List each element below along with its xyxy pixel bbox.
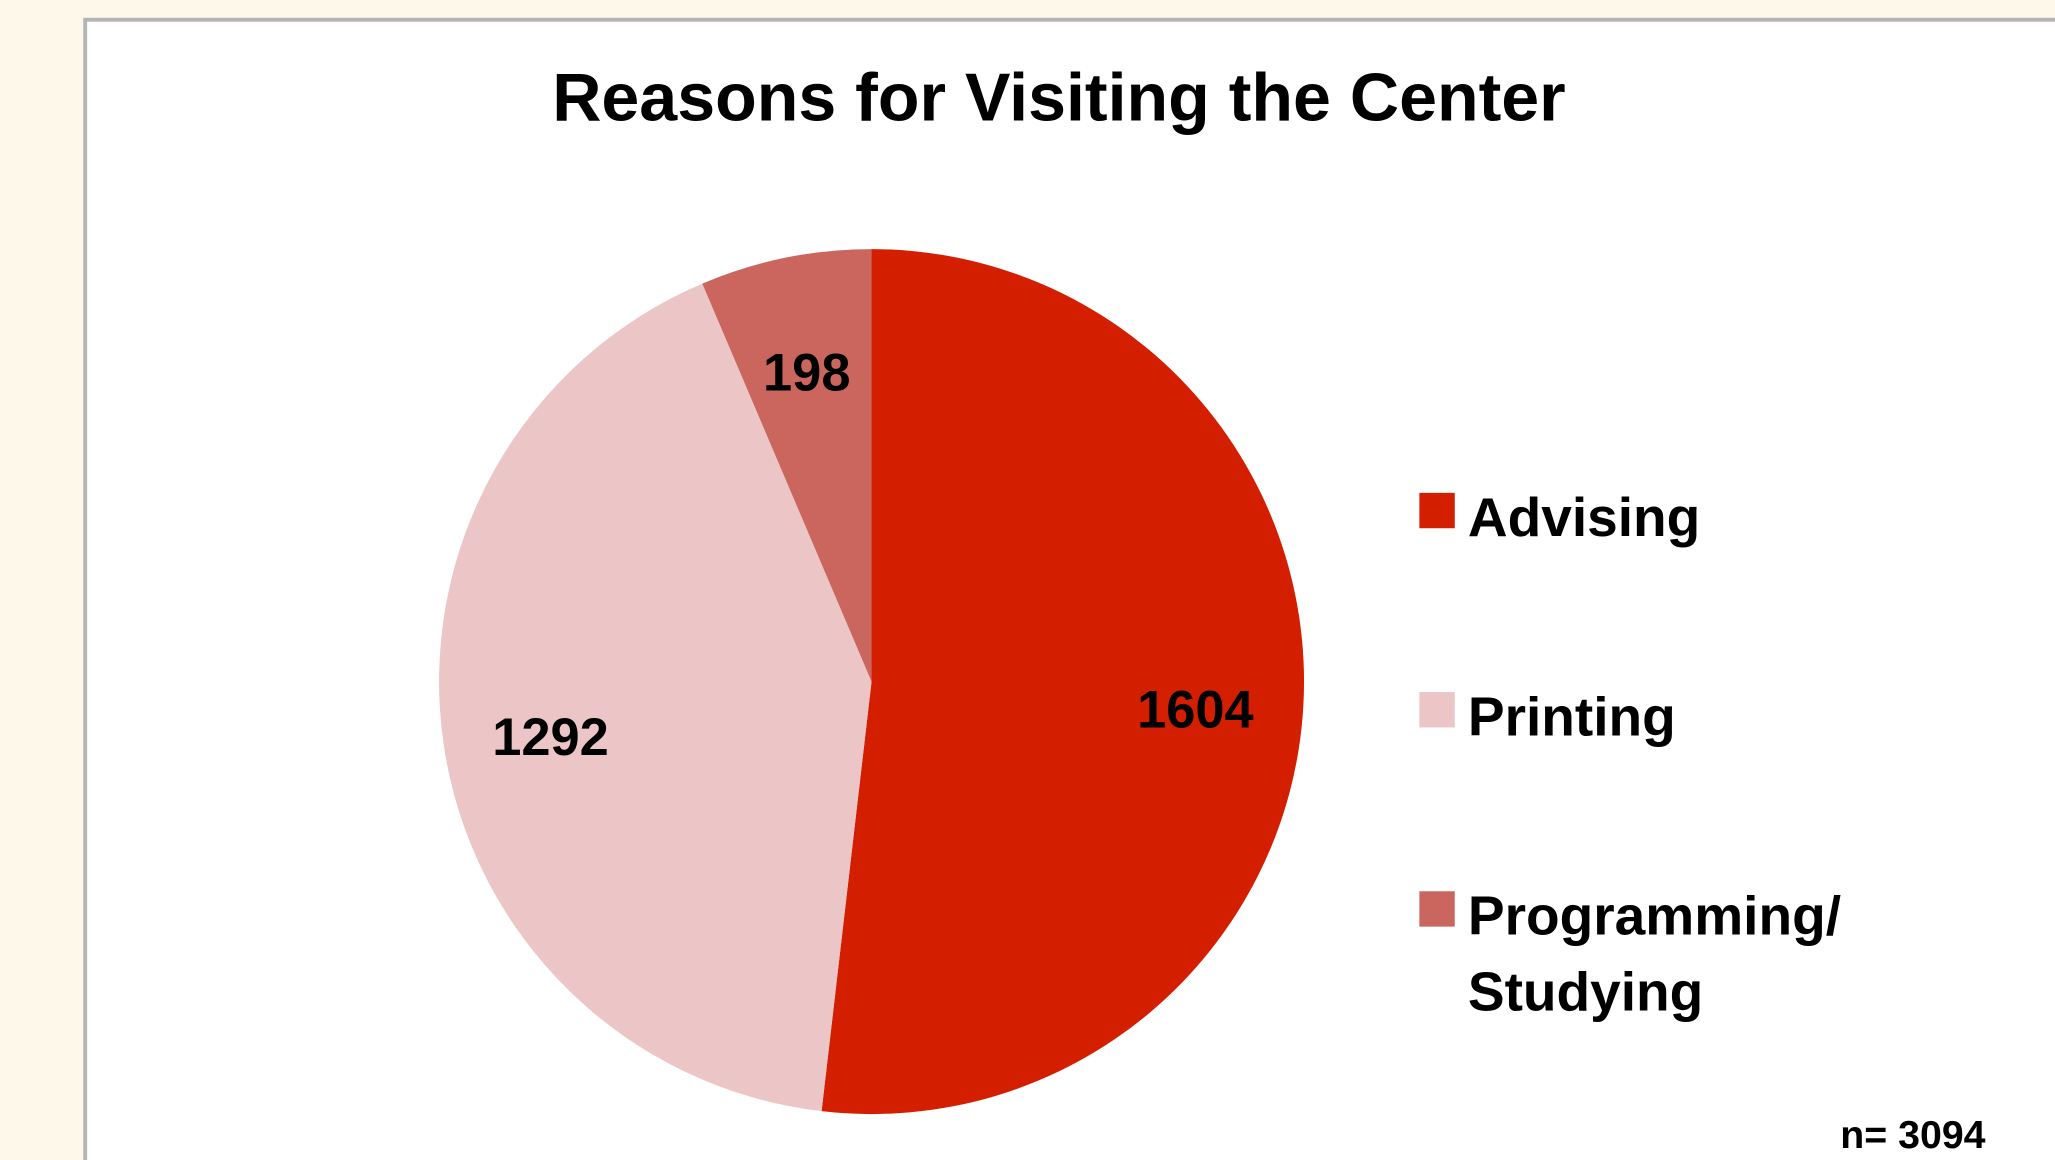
data-label: 198 bbox=[763, 345, 850, 403]
legend-label: Advising bbox=[1467, 486, 1701, 548]
legend-entry: Printing bbox=[1467, 685, 1676, 748]
legend-label: Printing bbox=[1467, 685, 1676, 748]
data-label: 1292 bbox=[492, 709, 609, 767]
legend-swatch bbox=[1419, 492, 1455, 529]
legend-entry: Advising bbox=[1467, 486, 1701, 548]
pie-slice bbox=[702, 249, 872, 682]
legend-entry: Programming/ Studying bbox=[1467, 884, 1842, 1023]
legend-swatch bbox=[1419, 891, 1455, 927]
data-label: 1604 bbox=[1137, 681, 1254, 739]
annotation: n= 3094 bbox=[1840, 1113, 1985, 1157]
legend-label: Programming/ Studying bbox=[1467, 884, 1842, 1023]
legend-swatch bbox=[1419, 692, 1455, 728]
pie-slice bbox=[821, 249, 1305, 1115]
chart-title: Reasons for Visiting the Center bbox=[552, 59, 1566, 135]
pie-slice bbox=[439, 283, 872, 1112]
